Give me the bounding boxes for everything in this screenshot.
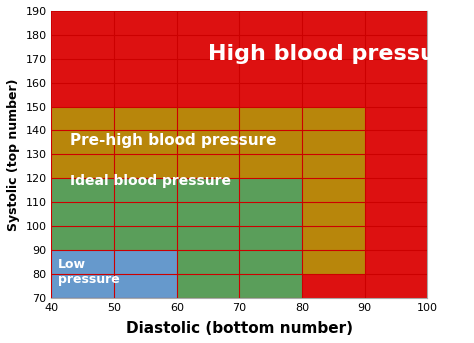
Text: High blood pressure: High blood pressure: [208, 44, 462, 64]
Bar: [52, 250, 177, 298]
Text: Pre-high blood pressure: Pre-high blood pressure: [70, 132, 277, 147]
Text: Ideal blood pressure: Ideal blood pressure: [70, 174, 231, 188]
Bar: [365, 107, 428, 298]
Bar: [52, 178, 302, 250]
Y-axis label: Systolic (top number): Systolic (top number): [7, 78, 20, 230]
Bar: [52, 11, 428, 107]
Bar: [302, 274, 365, 298]
Bar: [52, 107, 365, 178]
Bar: [302, 178, 365, 274]
Text: Low
pressure: Low pressure: [58, 258, 119, 286]
X-axis label: Diastolic (bottom number): Diastolic (bottom number): [126, 321, 353, 336]
Bar: [177, 250, 302, 298]
Bar: [302, 107, 365, 178]
